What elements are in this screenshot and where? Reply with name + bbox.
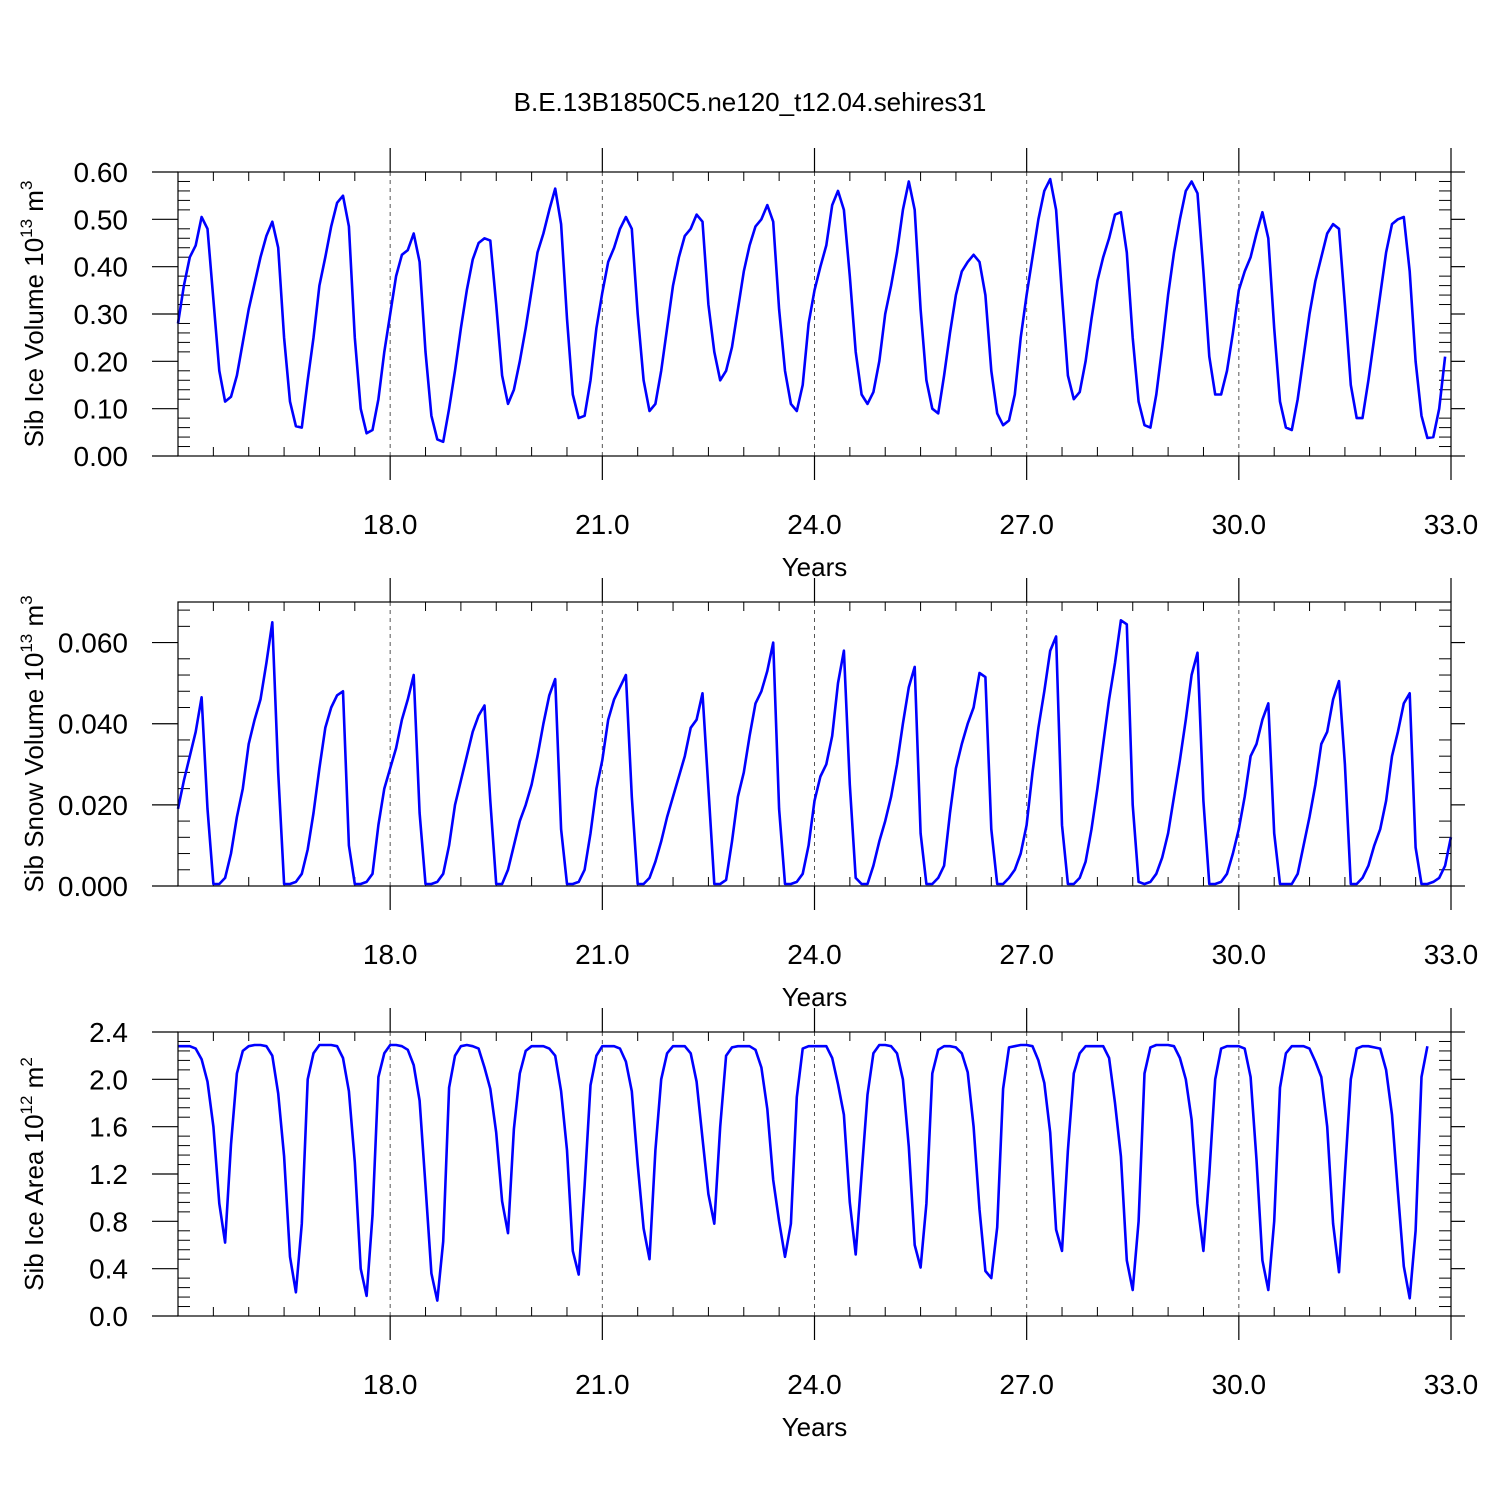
ice-area-x-tick-label: 30.0: [1212, 1369, 1267, 1400]
ice-area-y-tick-label: 1.6: [89, 1112, 128, 1143]
ice-volume-x-tick-label: 33.0: [1424, 509, 1479, 540]
snow-volume-x-tick-label: 24.0: [787, 939, 842, 970]
snow-volume-x-axis-label: Years: [782, 982, 848, 1012]
ice-area-y-axis-label: Sib Ice Area 1012 m2: [17, 1057, 49, 1291]
snow-volume-x-tick-label: 18.0: [363, 939, 418, 970]
snow-volume-x-tick-label: 21.0: [575, 939, 630, 970]
ice-area-x-tick-label: 33.0: [1424, 1369, 1479, 1400]
snow-volume-plot-frame: [177, 601, 1452, 887]
snow-volume-x-tick-label: 30.0: [1212, 939, 1267, 970]
ice-volume-y-tick-label: 0.40: [74, 252, 129, 283]
snow-volume-series-line: [176, 618, 1453, 886]
ice-area-y-tick-label: 1.2: [89, 1159, 128, 1190]
ice-volume-x-tick-label: 18.0: [363, 509, 418, 540]
snow-volume-y-tick-label: 0.040: [58, 709, 128, 740]
ice-volume-x-axis-label: Years: [782, 552, 848, 582]
ice-area-y-tick-label: 0.8: [89, 1206, 128, 1237]
ice-volume-series-line: [176, 177, 1447, 444]
ice-area-y-tick-label: 2.0: [89, 1064, 128, 1095]
ice-volume-plot-frame: [177, 171, 1452, 457]
ice-area-x-tick-label: 21.0: [575, 1369, 630, 1400]
ice-area-series-line: [178, 1043, 1429, 1302]
ice-volume-y-tick-label: 0.10: [74, 394, 129, 425]
snow-volume-y-tick-label: 0.020: [58, 790, 128, 821]
snow-volume-y-axis-label: Sib Snow Volume 1013 m3: [17, 595, 49, 892]
ice-volume-panel: 18.0 21.0 24.0 27.0 30.0 33.0 0.00 0.10 0.20 0.30…: [17, 148, 1478, 582]
ice-area-y-tick-label: 2.4: [89, 1017, 128, 1048]
snow-volume-x-tick-label: 27.0: [999, 939, 1054, 970]
ice-area-y-tick-label: 0.4: [89, 1254, 128, 1285]
ice-area-y-tick-label: 0.0: [89, 1301, 128, 1332]
ice-volume-x-tick-label: 30.0: [1212, 509, 1267, 540]
snow-volume-panel: 18.0 21.0 24.0 27.0 30.0 33.0 0.000 0.020 0.040 0…: [17, 578, 1478, 1012]
figure-title: B.E.13B1850C5.ne120_t12.04.sehires31: [514, 87, 987, 117]
ice-volume-y-tick-label: 0.50: [74, 204, 129, 235]
snow-volume-y-tick-label: 0.000: [58, 871, 128, 902]
ice-volume-y-tick-label: 0.00: [74, 441, 129, 472]
snow-volume-x-tick-label: 33.0: [1424, 939, 1479, 970]
ice-area-x-tick-label: 27.0: [999, 1369, 1054, 1400]
ice-volume-x-tick-label: 24.0: [787, 509, 842, 540]
ice-volume-x-tick-label: 21.0: [575, 509, 630, 540]
ice-area-x-axis-label: Years: [782, 1412, 848, 1442]
ice-volume-y-tick-label: 0.30: [74, 299, 129, 330]
ice-volume-y-tick-label: 0.20: [74, 346, 129, 377]
ice-volume-y-tick-label: 0.60: [74, 157, 129, 188]
ice-volume-y-axis-label: Sib Ice Volume 1013 m3: [17, 181, 49, 448]
ice-volume-x-tick-label: 27.0: [999, 509, 1054, 540]
snow-volume-y-tick-label: 0.060: [58, 628, 128, 659]
ice-area-x-tick-label: 24.0: [787, 1369, 842, 1400]
ice-area-plot-frame: [177, 1031, 1452, 1317]
ice-area-x-tick-label: 18.0: [363, 1369, 418, 1400]
ice-area-panel: 18.0 21.0 24.0 27.0 30.0 33.0 0.0 0.4 0.8 1.2 1.6 2…: [17, 1008, 1478, 1442]
